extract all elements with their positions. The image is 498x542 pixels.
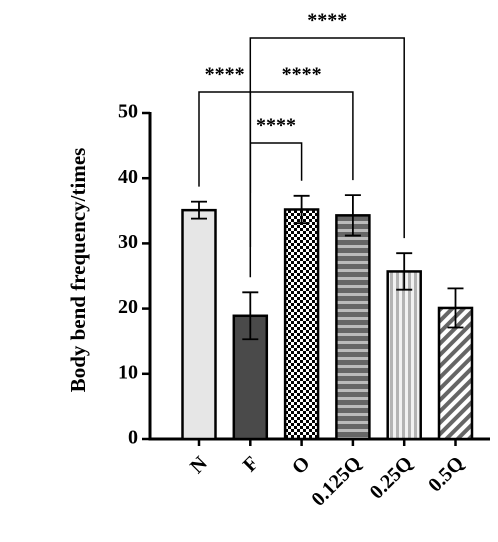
bar	[335, 214, 371, 441]
y-tick-label: 40	[118, 166, 138, 188]
y-tick-label: 20	[118, 296, 138, 318]
x-tick-label: O	[288, 452, 315, 479]
significance-label: ****	[282, 64, 322, 86]
x-tick-label: 0.125Q	[307, 452, 365, 510]
significance-bracket	[249, 37, 405, 239]
y-tick-label: 10	[118, 361, 138, 383]
error-bar	[447, 287, 464, 329]
y-axis-label: Body bend frequency/times	[66, 148, 90, 393]
y-tick-label: 0	[128, 427, 138, 449]
significance-label: ****	[205, 64, 245, 86]
x-tick-label: 0.5Q	[424, 452, 468, 496]
bar	[181, 208, 217, 441]
bar	[386, 270, 422, 441]
significance-label: ****	[256, 115, 296, 137]
x-tick-label: N	[186, 452, 212, 478]
x-tick-label: 0.25Q	[366, 452, 417, 503]
x-tick-label: F	[239, 452, 263, 476]
error-bar	[396, 252, 413, 291]
error-bar	[293, 194, 310, 225]
y-tick-label: 30	[118, 231, 138, 253]
error-bar	[242, 291, 259, 341]
significance-label: ****	[307, 10, 347, 32]
error-bar	[191, 200, 207, 220]
bar	[283, 208, 320, 441]
error-bar	[344, 194, 361, 237]
y-tick-label: 50	[118, 101, 138, 123]
